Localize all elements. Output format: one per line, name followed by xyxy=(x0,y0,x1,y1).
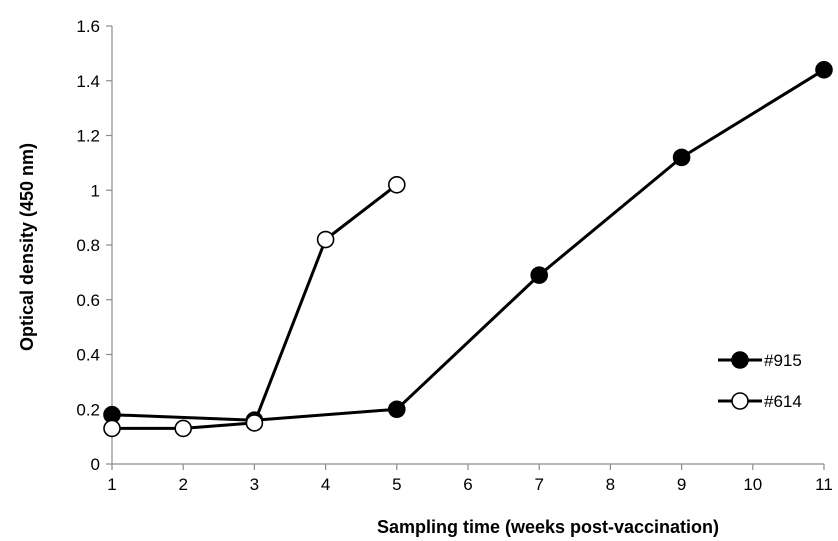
x-tick-label: 10 xyxy=(743,475,762,494)
legend-label: #614 xyxy=(764,392,802,411)
x-tick-label: 4 xyxy=(321,475,330,494)
data-point-filled xyxy=(815,61,833,79)
y-tick-label: 1 xyxy=(91,181,100,200)
x-axis-title: Sampling time (weeks post-vaccination) xyxy=(377,517,719,537)
legend-label: #915 xyxy=(764,351,802,370)
legend-marker-open xyxy=(731,392,749,410)
y-tick-label: 0.4 xyxy=(76,346,100,365)
x-tick-label: 2 xyxy=(178,475,187,494)
data-point-open xyxy=(103,419,121,438)
y-tick-label: 1.4 xyxy=(76,72,100,91)
series-1 xyxy=(103,61,833,430)
series-line xyxy=(111,68,825,422)
data-point-filled xyxy=(387,400,406,419)
data-point-open xyxy=(387,175,406,194)
x-axis: 1 2 3 4 5 6 7 8 9 10 11 xyxy=(107,463,833,494)
x-tick-label: 9 xyxy=(677,475,686,494)
data-point-open xyxy=(316,230,335,249)
legend: #915 #614 xyxy=(718,351,802,411)
y-tick-label: 0.2 xyxy=(76,400,100,419)
data-point-open xyxy=(174,419,192,438)
data-point-filled xyxy=(530,266,549,284)
series-2 xyxy=(103,175,406,438)
legend-marker-filled xyxy=(731,351,749,369)
data-point-filled xyxy=(672,148,691,167)
y-tick-label: 1.6 xyxy=(76,17,100,36)
series-line xyxy=(112,183,398,430)
y-tick-label: 0.8 xyxy=(76,236,100,255)
x-tick-label: 11 xyxy=(815,475,833,494)
y-axis-title: Optical density (450 nm) xyxy=(17,143,37,351)
x-tick-label: 5 xyxy=(392,475,401,494)
x-tick-label: 7 xyxy=(534,475,543,494)
y-tick-label: 0 xyxy=(91,455,100,474)
y-tick-label: 1.2 xyxy=(76,127,100,146)
y-tick-label: 0.6 xyxy=(76,291,100,310)
y-axis: 0 0.2 0.4 0.6 0.8 1 1.2 1.4 1.6 xyxy=(76,17,113,474)
x-tick-label: 1 xyxy=(107,475,116,494)
x-tick-label: 8 xyxy=(606,475,615,494)
series-plot-area xyxy=(103,61,833,438)
x-tick-label: 6 xyxy=(463,475,472,494)
x-tick-label: 3 xyxy=(250,475,259,494)
data-point-open xyxy=(245,414,264,432)
